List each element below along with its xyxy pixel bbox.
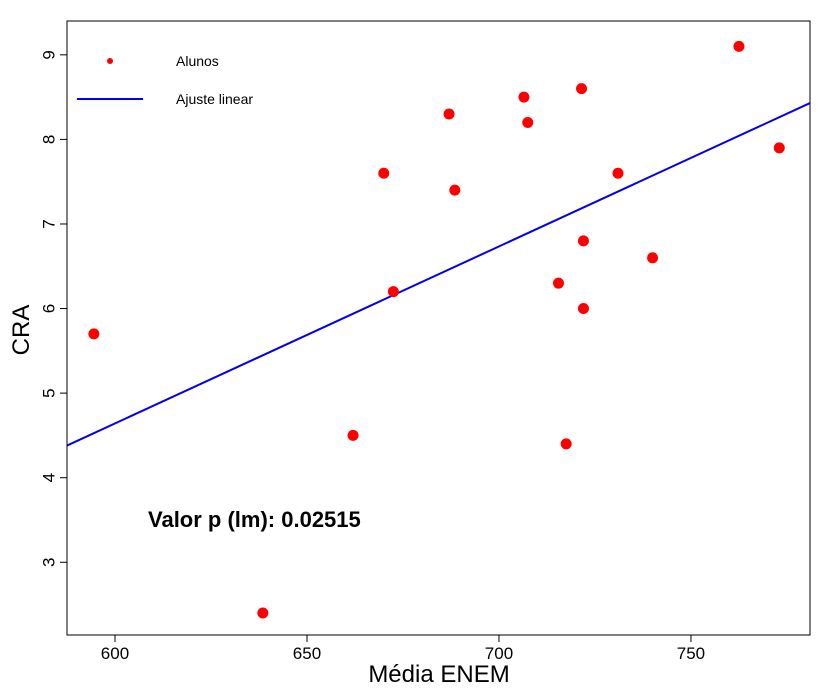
data-point-5 <box>387 286 399 298</box>
y-tick-label-8: 8 <box>39 135 58 144</box>
data-point-7 <box>449 184 461 196</box>
data-point-18 <box>773 142 785 154</box>
legend-label-alunos: Alunos <box>176 53 219 69</box>
x-tick-label-700: 700 <box>485 644 513 663</box>
y-tick-label-6: 6 <box>39 304 58 313</box>
x-tick-label-600: 600 <box>101 644 129 663</box>
x-tick-label-750: 750 <box>677 644 705 663</box>
data-point-3 <box>347 429 359 441</box>
legend-point-marker <box>107 58 113 64</box>
y-tick-label-7: 7 <box>39 219 58 228</box>
data-point-4 <box>378 167 390 179</box>
data-point-6 <box>443 108 455 120</box>
fit-line <box>66 102 811 447</box>
data-point-1 <box>88 328 100 340</box>
data-point-11 <box>560 438 572 450</box>
y-tick-label-3: 3 <box>39 558 58 567</box>
data-point-14 <box>577 303 589 315</box>
plot-frame <box>66 20 811 636</box>
x-axis: 600 650 700 750 <box>101 634 705 663</box>
data-point-8 <box>518 91 530 103</box>
data-point-10 <box>552 277 564 289</box>
legend: Alunos Ajuste linear <box>77 53 253 107</box>
y-tick-label-5: 5 <box>39 388 58 397</box>
data-point-13 <box>577 235 589 247</box>
y-tick-label-9: 9 <box>39 50 58 59</box>
data-point-2 <box>257 607 269 619</box>
data-points <box>88 40 785 619</box>
data-point-16 <box>647 252 659 264</box>
p-value-annotation: Valor p (lm): 0.02515 <box>148 507 361 532</box>
legend-label-fit: Ajuste linear <box>176 91 253 107</box>
data-point-9 <box>522 116 534 128</box>
y-axis-title: CRA <box>8 305 35 356</box>
x-axis-title: Média ENEM <box>368 661 509 688</box>
y-axis: 3 4 5 6 7 8 9 <box>39 50 68 567</box>
x-tick-label-650: 650 <box>293 644 321 663</box>
y-tick-label-4: 4 <box>39 473 58 482</box>
data-point-17 <box>733 40 745 52</box>
data-point-15 <box>612 167 624 179</box>
data-point-12 <box>576 83 588 95</box>
